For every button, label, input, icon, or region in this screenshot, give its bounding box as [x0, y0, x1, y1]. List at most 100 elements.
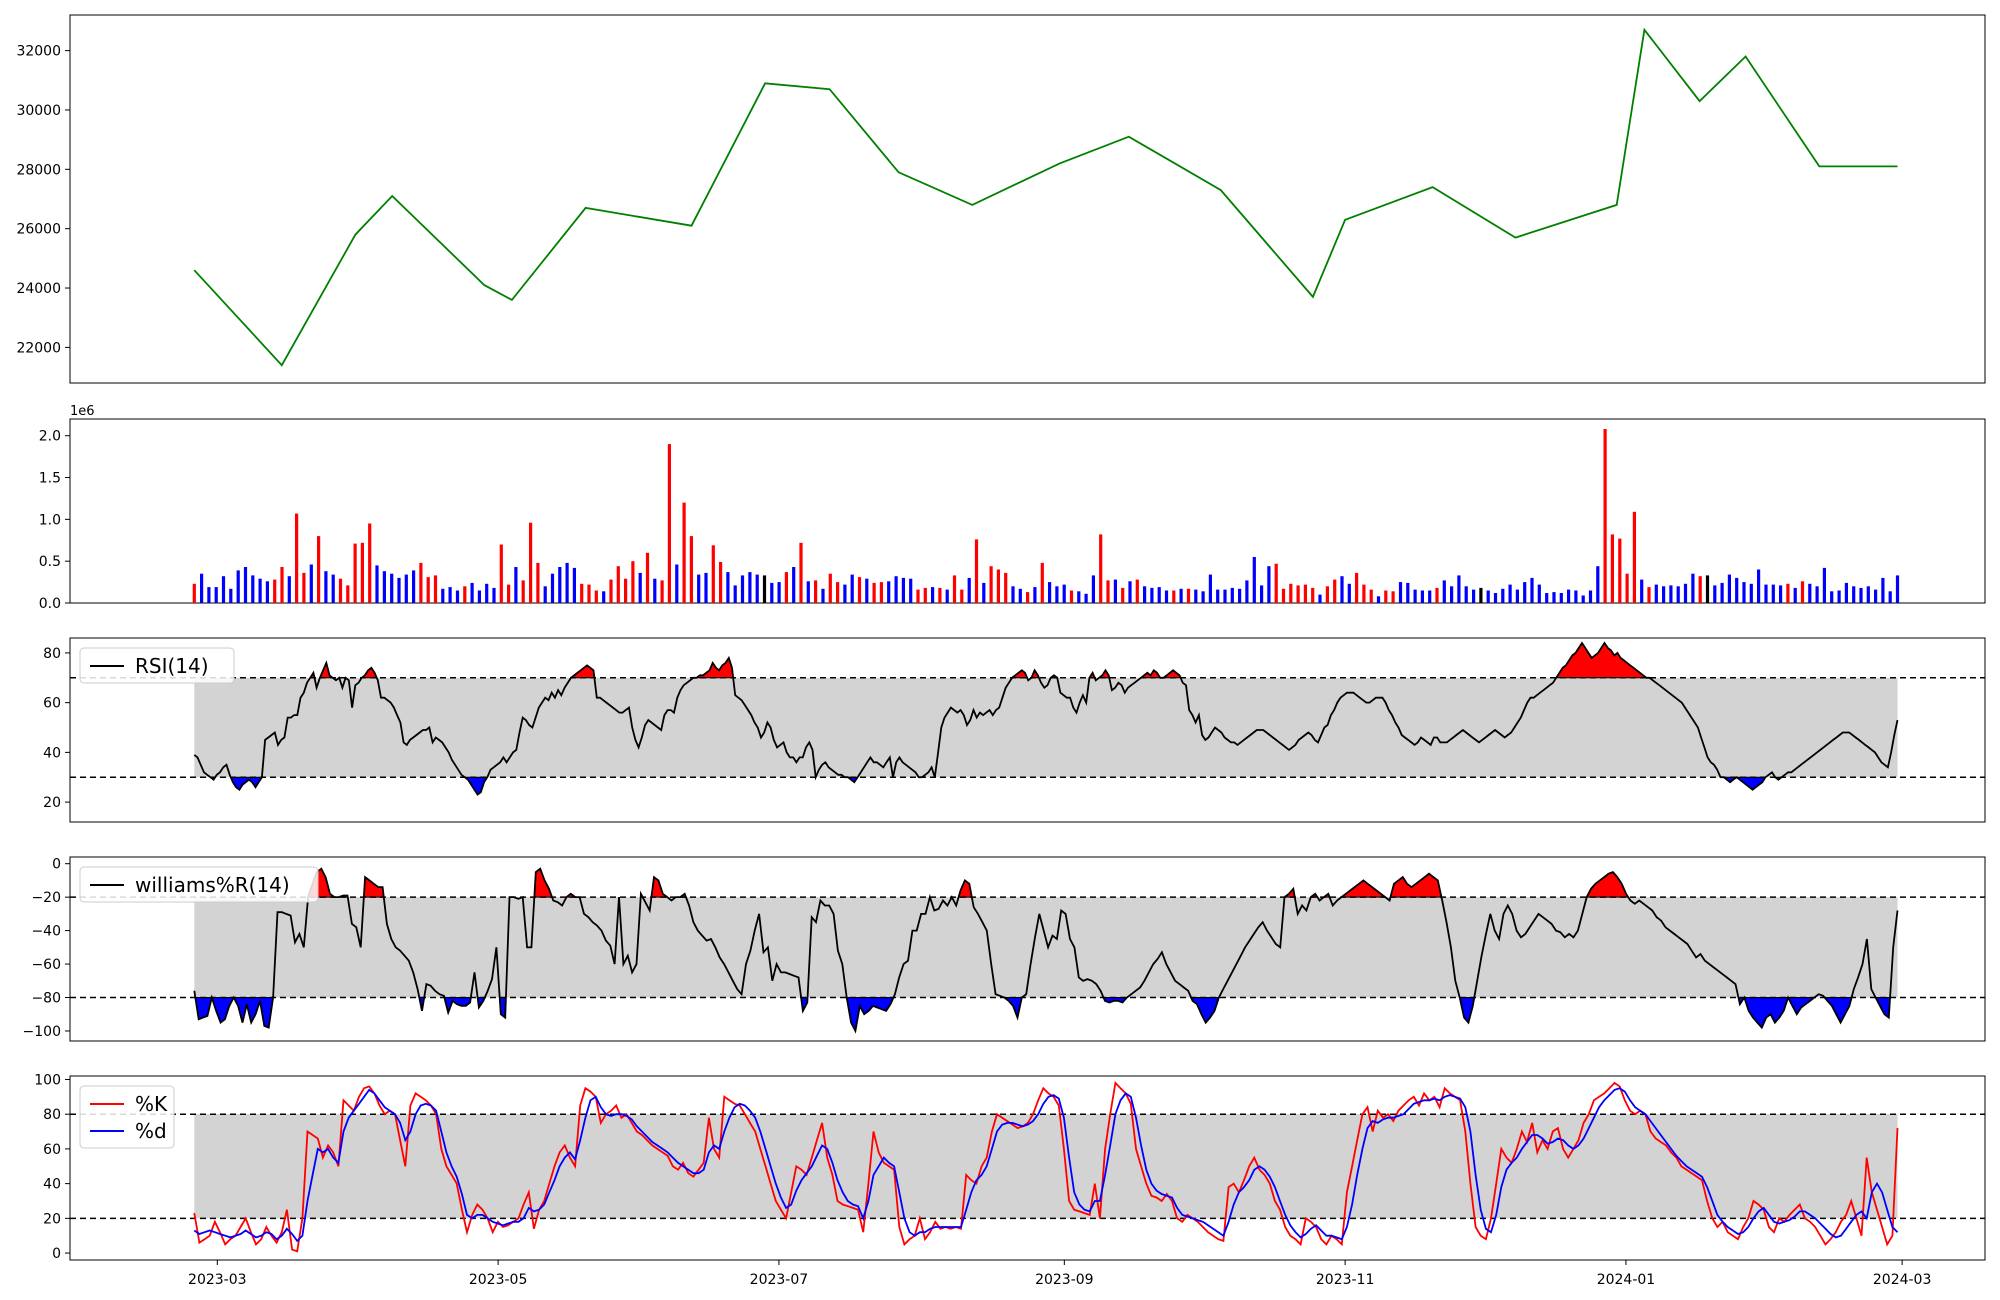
volume-bar [243, 567, 248, 603]
volume-bar [1281, 588, 1286, 603]
volume-bar [901, 577, 905, 603]
volume-bar [295, 513, 299, 603]
volume-bar [192, 583, 196, 603]
volume-bar [1260, 585, 1264, 603]
volume-bar [1632, 511, 1636, 603]
volume-bar [1698, 576, 1702, 603]
volume-bar [836, 582, 840, 603]
volume-bar [360, 542, 364, 603]
volume-bar [1625, 573, 1629, 603]
volume-bar [1647, 587, 1651, 603]
volume-bar [258, 578, 262, 603]
volume-bar [309, 564, 313, 603]
volume-bar [1143, 586, 1147, 603]
volume-bar [857, 577, 862, 603]
volume-bar [1779, 585, 1783, 603]
volume-bar [1559, 593, 1563, 603]
williams-overbought-fill [1340, 879, 1387, 898]
volume-ytick-label: 0.0 [39, 596, 61, 612]
volume-bar [1859, 587, 1863, 603]
volume-bar [1208, 574, 1212, 603]
volume-bar [397, 577, 401, 603]
volume-bar [1501, 588, 1505, 603]
price-panel-frame [69, 14, 1986, 384]
volume-bar [1866, 586, 1870, 603]
volume-bar [1874, 589, 1878, 603]
volume-bar [1018, 588, 1022, 603]
volume-bar [1062, 584, 1066, 603]
volume-bar [982, 582, 986, 603]
volume-bar [529, 522, 533, 603]
volume-bar [989, 566, 993, 603]
volume-bar [565, 562, 569, 603]
volume-bar [485, 583, 489, 603]
stochastic-line [193, 1087, 1899, 1243]
stochastic-legend-label: %K [135, 1092, 168, 1116]
volume-bar [382, 571, 386, 603]
volume-bar [1530, 577, 1534, 603]
volume-bar [1186, 588, 1191, 603]
volume-bar [1815, 586, 1819, 603]
volume-bar [1355, 572, 1359, 603]
rsi-legend-label: RSI(14) [135, 654, 209, 678]
price-ytick-label: 26000 [16, 222, 61, 238]
x-tick-label: 2023-05 [469, 1272, 528, 1288]
volume-bar [1099, 534, 1103, 603]
volume-bar [1822, 567, 1826, 603]
volume-bar [1040, 562, 1044, 603]
volume-bar [1771, 584, 1775, 603]
williams-legend-label: williams%R(14) [135, 873, 290, 897]
volume-bar [704, 572, 708, 603]
volume-bar [1333, 579, 1337, 603]
stochastic-line [193, 1080, 1899, 1253]
rsi-ytick-label: 40 [43, 745, 61, 761]
volume-bar [755, 574, 759, 603]
volume-bar [1676, 586, 1680, 603]
volume-bar [1852, 586, 1856, 603]
volume-bar [931, 587, 935, 603]
volume-bar [952, 575, 957, 603]
volume-bar [273, 579, 277, 603]
x-tick-label: 2023-09 [1035, 1272, 1094, 1288]
volume-bar [1091, 575, 1095, 603]
volume-bar [214, 587, 218, 603]
price-ytick-label: 32000 [16, 44, 61, 60]
volume-bar [441, 588, 445, 603]
volume-bar [1552, 592, 1556, 603]
rsi-ytick-label: 60 [43, 696, 61, 712]
volume-bar [1457, 575, 1461, 603]
volume-bar [1727, 574, 1731, 603]
volume-bar [317, 536, 321, 603]
volume-bar [938, 587, 942, 603]
price-ytick-label: 30000 [16, 103, 61, 119]
volume-bar [894, 576, 898, 603]
volume-bar [814, 580, 818, 603]
volume-bar [1201, 591, 1205, 603]
volume-bar [1618, 538, 1622, 603]
volume-bar [689, 536, 693, 603]
volume-bar [1318, 594, 1322, 603]
volume-bar [572, 567, 576, 603]
volume-bar [302, 572, 306, 603]
volume-bar [550, 573, 555, 603]
volume-bar [1347, 583, 1351, 603]
volume-bar [1150, 587, 1154, 603]
price-ytick-label: 22000 [16, 340, 61, 356]
volume-bar [433, 575, 438, 603]
volume-bar [1808, 583, 1812, 603]
volume-bar [1669, 585, 1673, 603]
volume-bar [419, 562, 423, 603]
x-tick-label: 2024-03 [1873, 1272, 1932, 1288]
volume-bar [1245, 580, 1249, 603]
volume-bar [1376, 596, 1381, 603]
volume-bar [697, 574, 701, 603]
stochastic-ytick-label: 40 [43, 1177, 61, 1193]
volume-bar [916, 589, 920, 603]
williams-ytick-label: −100 [23, 1024, 61, 1040]
volume-bar [1888, 591, 1892, 603]
volume-bar [470, 582, 474, 603]
volume-bar [1113, 579, 1117, 603]
volume-bar [996, 569, 1000, 603]
williams-panel-frame [69, 856, 1986, 1042]
